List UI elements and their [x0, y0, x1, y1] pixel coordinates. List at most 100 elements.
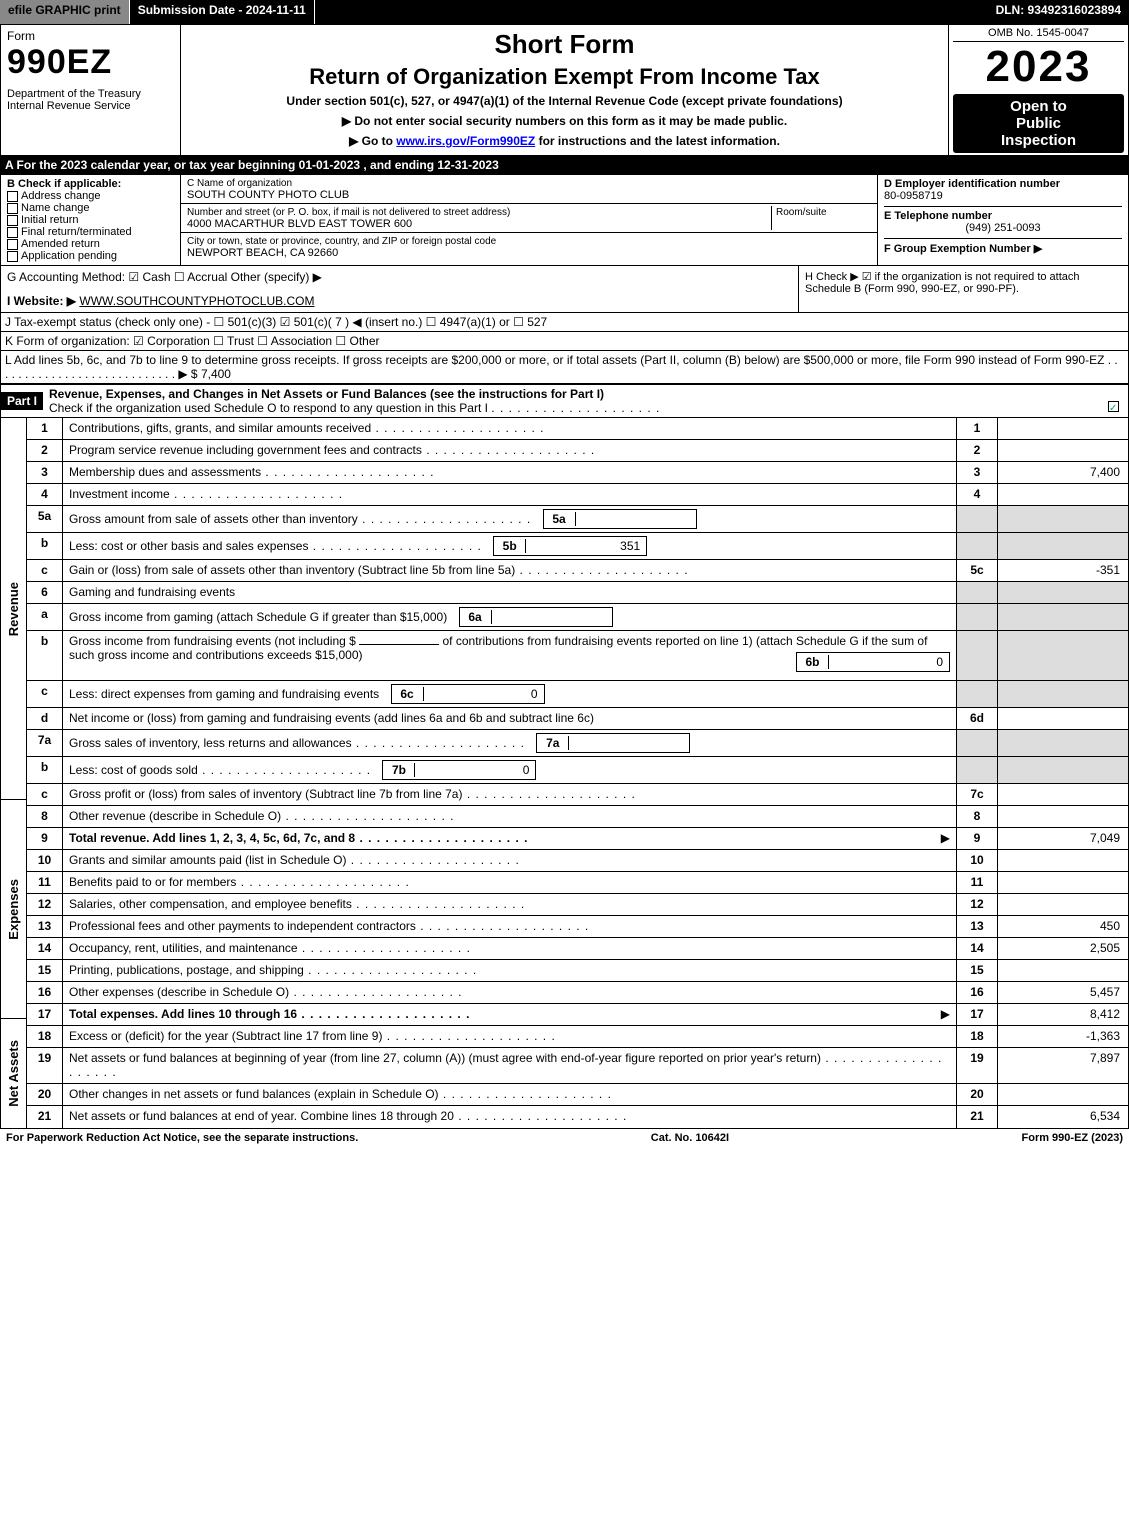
footer-left: For Paperwork Reduction Act Notice, see … [6, 1132, 358, 1144]
netassets-label: Net Assets [1, 1018, 27, 1128]
form-header: Form 990EZ Department of the Treasury In… [1, 25, 1128, 156]
subbox-5a: 5a [543, 509, 697, 529]
city-label: City or town, state or province, country… [187, 236, 496, 247]
initial-checkbox[interactable] [7, 215, 18, 226]
form-word: Form [7, 29, 174, 43]
pending-checkbox[interactable] [7, 251, 18, 262]
open-line1: Open to [957, 98, 1120, 115]
section-k: K Form of organization: ☑ Corporation ☐ … [1, 332, 384, 350]
header-middle: Short Form Return of Organization Exempt… [181, 25, 948, 155]
blank-amount [359, 644, 439, 645]
subbox-6b: 6b0 [796, 652, 950, 672]
line-6d: d Net income or (loss) from gaming and f… [27, 708, 1128, 730]
section-d: D Employer identification number 80-0958… [878, 175, 1128, 265]
final-checkbox[interactable] [7, 227, 18, 238]
addr-change-checkbox[interactable] [7, 191, 18, 202]
line-4: 4 Investment income 4 [27, 484, 1128, 506]
line-11: 11 Benefits paid to or for members 11 [27, 872, 1128, 894]
section-g-h: G Accounting Method: ☑ Cash ☐ Accrual Ot… [1, 266, 1128, 313]
street-label: Number and street (or P. O. box, if mail… [187, 207, 510, 218]
open-line2: Public [957, 115, 1120, 132]
part-1-tab: Part I [1, 392, 43, 410]
line-7a: 7a Gross sales of inventory, less return… [27, 730, 1128, 757]
section-l-row: L Add lines 5b, 6c, and 7b to line 9 to … [1, 351, 1128, 384]
ein-value: 80-0958719 [884, 190, 1122, 202]
lines-body: 1 Contributions, gifts, grants, and simi… [27, 418, 1128, 1128]
section-c: C Name of organization SOUTH COUNTY PHOT… [181, 175, 878, 265]
line-16: 16 Other expenses (describe in Schedule … [27, 982, 1128, 1004]
goto-suffix: for instructions and the latest informat… [535, 134, 780, 148]
subbox-6c: 6c0 [391, 684, 545, 704]
org-name: SOUTH COUNTY PHOTO CLUB [187, 189, 349, 201]
section-a: A For the 2023 calendar year, or tax yea… [1, 156, 503, 174]
initial-return: Initial return [7, 214, 174, 226]
part-1-check: Check if the organization used Schedule … [49, 401, 488, 415]
open-line3: Inspection [957, 132, 1120, 149]
line-12: 12 Salaries, other compensation, and emp… [27, 894, 1128, 916]
header-left: Form 990EZ Department of the Treasury In… [1, 25, 181, 155]
section-l: L Add lines 5b, 6c, and 7b to line 9 to … [1, 351, 1128, 383]
line-5b: b Less: cost or other basis and sales ex… [27, 533, 1128, 560]
city-value: NEWPORT BEACH, CA 92660 [187, 247, 338, 259]
section-g: G Accounting Method: ☑ Cash ☐ Accrual Ot… [1, 266, 798, 312]
dln-label: DLN: 93492316023894 [988, 0, 1129, 24]
goto-line: ▶ Go to www.irs.gov/Form990EZ for instru… [187, 134, 942, 148]
website-link[interactable]: WWW.SOUTHCOUNTYPHOTOCLUB.COM [79, 294, 314, 308]
group-label: F Group Exemption Number ▶ [884, 243, 1042, 255]
street-cell: Number and street (or P. O. box, if mail… [181, 204, 877, 233]
org-info-block: B Check if applicable: Address change Na… [1, 175, 1128, 266]
name-change-checkbox[interactable] [7, 203, 18, 214]
line-14: 14 Occupancy, rent, utilities, and maint… [27, 938, 1128, 960]
line-6: 6 Gaming and fundraising events [27, 582, 1128, 604]
part-1-header: Part I Revenue, Expenses, and Changes in… [1, 384, 1128, 418]
part-1-title: Revenue, Expenses, and Changes in Net As… [49, 387, 604, 401]
top-bar: efile GRAPHIC print Submission Date - 20… [0, 0, 1129, 24]
section-k-row: K Form of organization: ☑ Corporation ☐ … [1, 332, 1128, 351]
line-5c: c Gain or (loss) from sale of assets oth… [27, 560, 1128, 582]
line-20: 20 Other changes in net assets or fund b… [27, 1084, 1128, 1106]
open-to-public: Open to Public Inspection [953, 94, 1124, 153]
line-9: 9 Total revenue. Add lines 1, 2, 3, 4, 5… [27, 828, 1128, 850]
tax-year: 2023 [953, 42, 1124, 92]
short-form-title: Short Form [187, 29, 942, 60]
telephone-section: E Telephone number (949) 251-0093 [884, 206, 1122, 234]
group-exemption: F Group Exemption Number ▶ [884, 238, 1122, 255]
line-13: 13 Professional fees and other payments … [27, 916, 1128, 938]
expenses-label: Expenses [1, 799, 27, 1018]
schedule-o-checkbox[interactable] [1108, 401, 1119, 412]
final-return: Final return/terminated [7, 226, 174, 238]
accounting-method: G Accounting Method: ☑ Cash ☐ Accrual Ot… [7, 270, 792, 284]
efile-label[interactable]: efile GRAPHIC print [0, 0, 130, 24]
subbox-5b: 5b351 [493, 536, 647, 556]
app-pending: Application pending [7, 250, 174, 262]
line-8: 8 Other revenue (describe in Schedule O)… [27, 806, 1128, 828]
return-title: Return of Organization Exempt From Incom… [187, 64, 942, 90]
city-cell: City or town, state or province, country… [181, 233, 877, 261]
section-i: I Website: ▶ WWW.SOUTHCOUNTYPHOTOCLUB.CO… [7, 294, 792, 308]
line-6b: b Gross income from fundraising events (… [27, 631, 1128, 681]
line-6a: a Gross income from gaming (attach Sched… [27, 604, 1128, 631]
name-label: C Name of organization [187, 178, 292, 189]
line-19: 19 Net assets or fund balances at beginn… [27, 1048, 1128, 1084]
line-18: 18 Excess or (deficit) for the year (Sub… [27, 1026, 1128, 1048]
line-7c: c Gross profit or (loss) from sales of i… [27, 784, 1128, 806]
footer-mid: Cat. No. 10642I [651, 1132, 729, 1144]
submission-date: Submission Date - 2024-11-11 [130, 0, 315, 24]
form-number: 990EZ [7, 43, 174, 82]
form-container: Form 990EZ Department of the Treasury In… [0, 24, 1129, 1129]
line-5a: 5a Gross amount from sale of assets othe… [27, 506, 1128, 533]
section-j: J Tax-exempt status (check only one) - ☐… [1, 313, 551, 331]
header-right: OMB No. 1545-0047 2023 Open to Public In… [948, 25, 1128, 155]
org-name-cell: C Name of organization SOUTH COUNTY PHOT… [181, 175, 877, 204]
section-labels: Revenue Expenses Net Assets [1, 418, 27, 1128]
footer: For Paperwork Reduction Act Notice, see … [0, 1129, 1129, 1147]
subbox-7b: 7b0 [382, 760, 536, 780]
amended-checkbox[interactable] [7, 239, 18, 250]
no-ssn-line: ▶ Do not enter social security numbers o… [187, 114, 942, 128]
irs-link[interactable]: www.irs.gov/Form990EZ [396, 134, 535, 148]
tel-value: (949) 251-0093 [884, 222, 1122, 234]
section-b: B Check if applicable: Address change Na… [1, 175, 181, 265]
section-a-row: A For the 2023 calendar year, or tax yea… [1, 156, 1128, 175]
name-change: Name change [7, 202, 174, 214]
omb-number: OMB No. 1545-0047 [953, 27, 1124, 42]
